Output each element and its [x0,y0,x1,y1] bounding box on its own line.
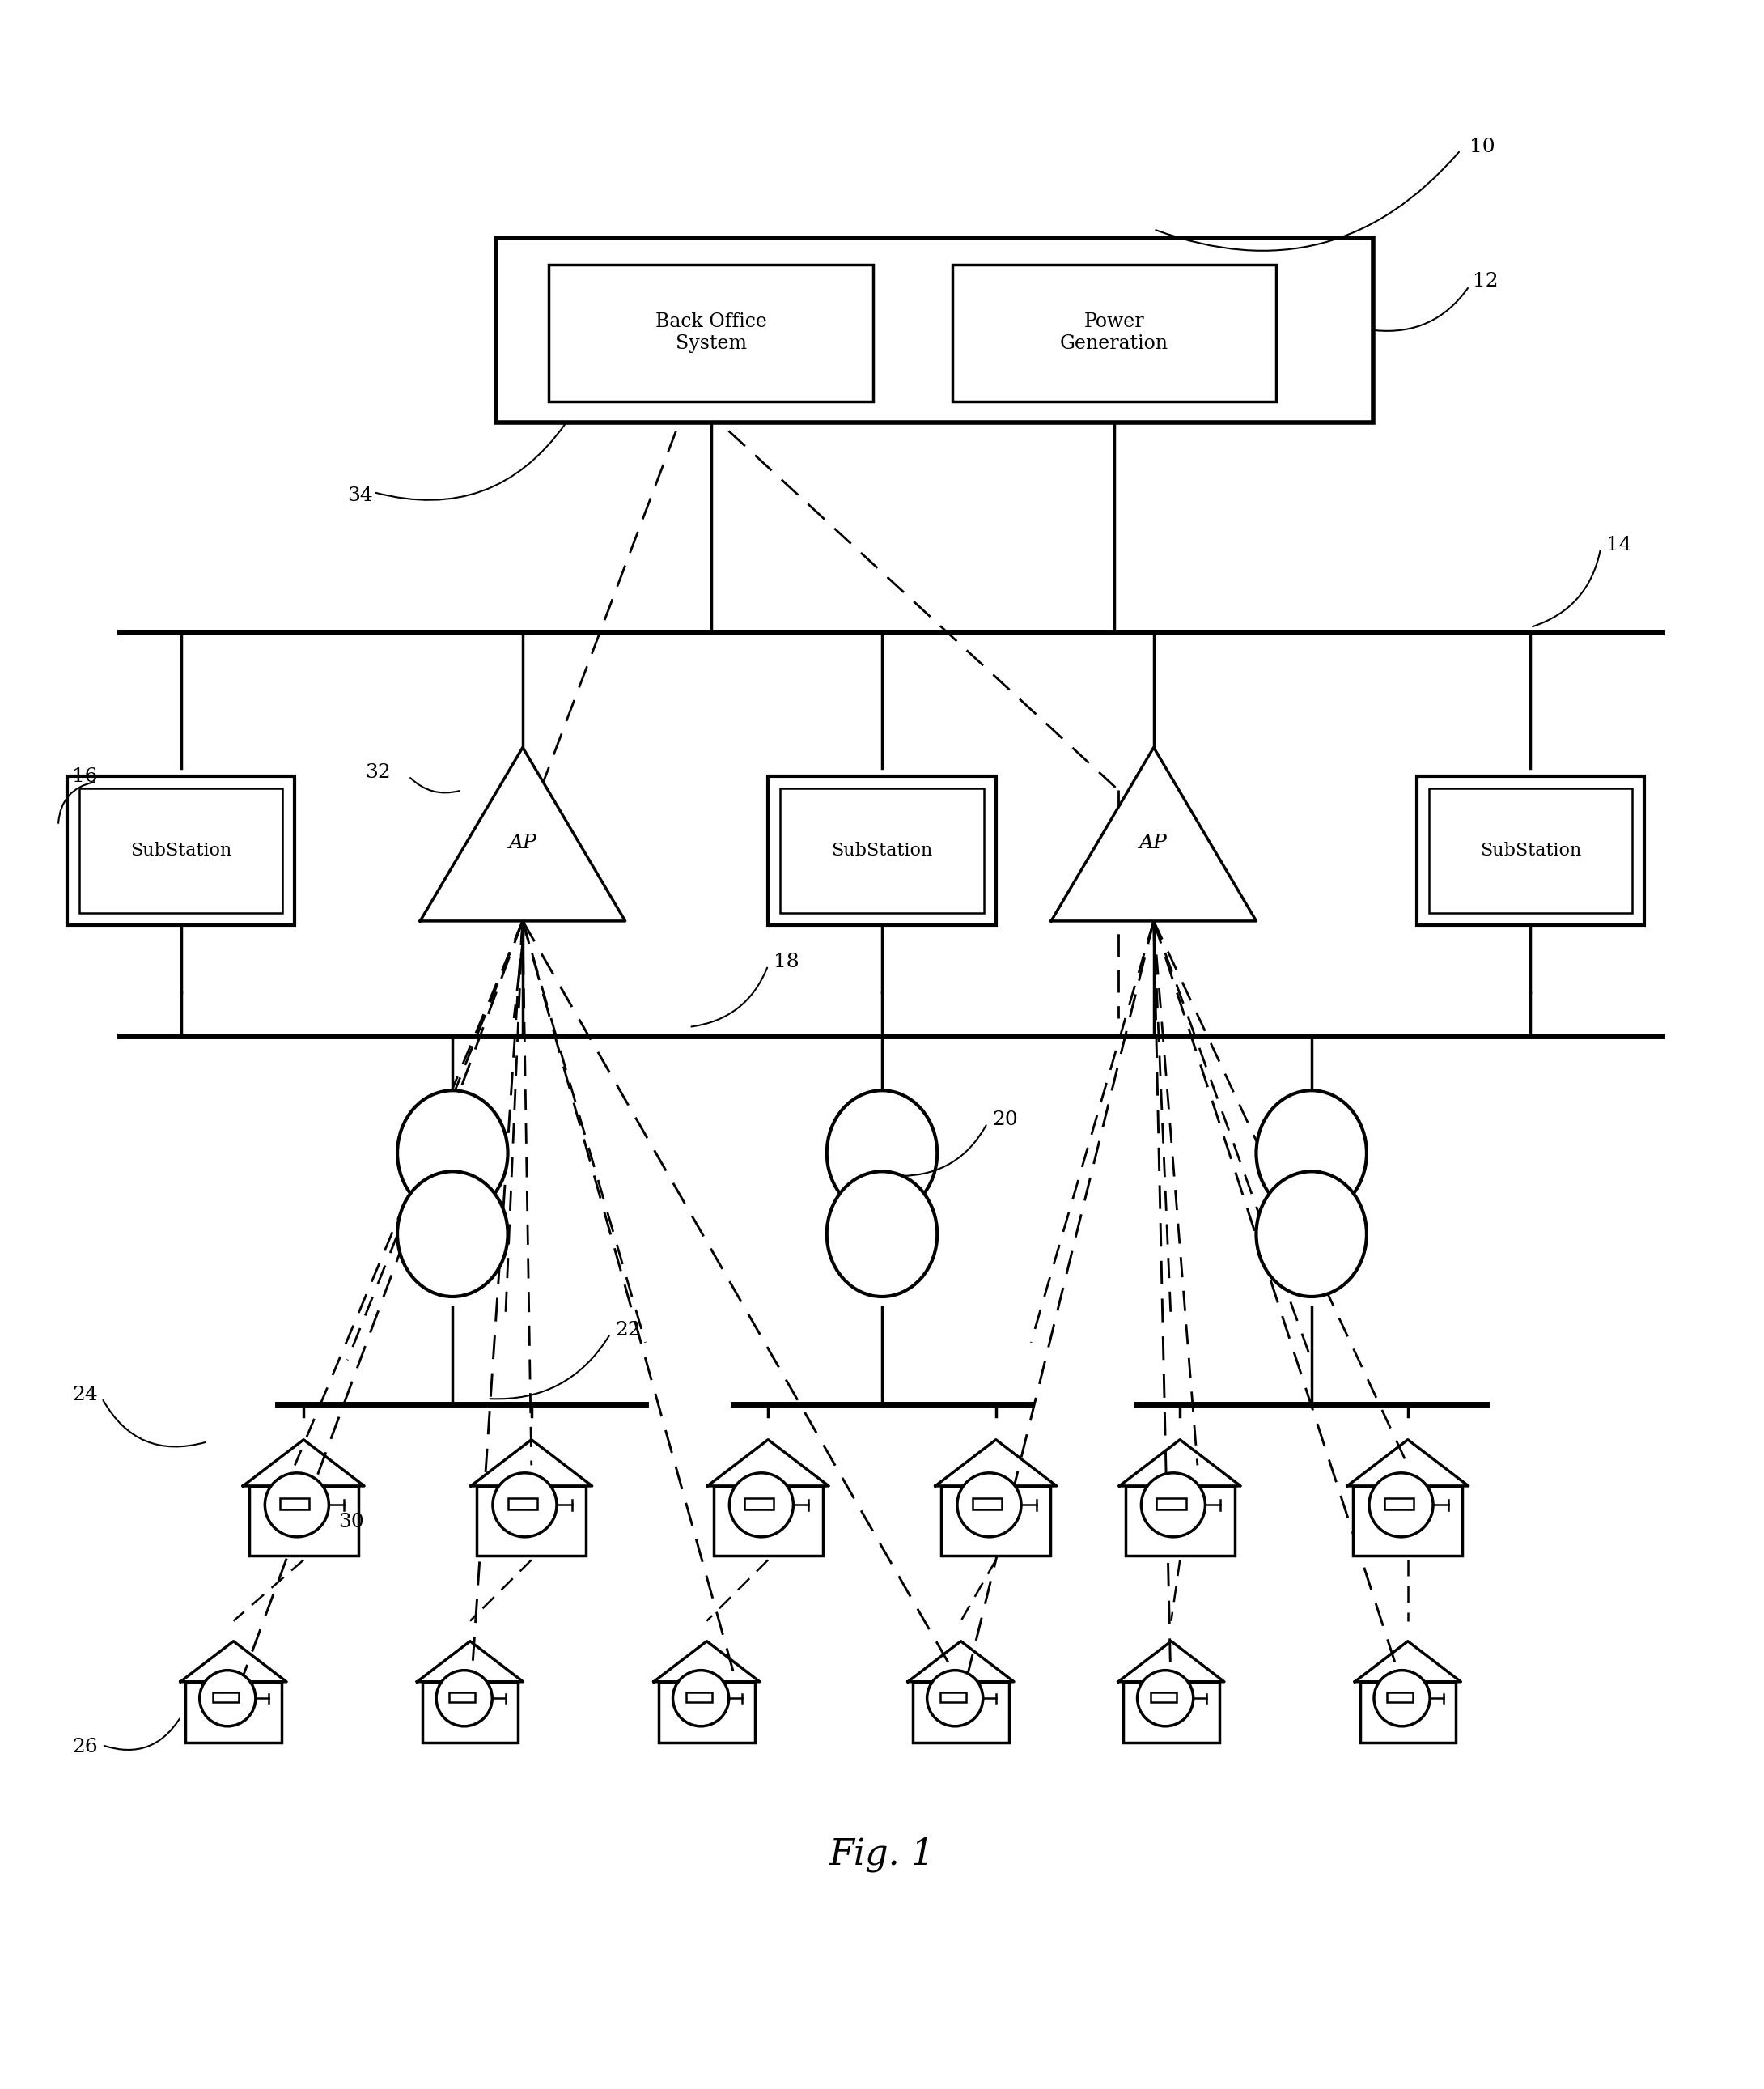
Circle shape [492,1473,557,1538]
Text: SubStation: SubStation [831,842,933,859]
Circle shape [1374,1671,1431,1726]
Bar [972,1498,1002,1508]
Text: 18: 18 [773,953,799,971]
Text: 26: 26 [72,1738,99,1757]
Bar [1385,1498,1413,1508]
Ellipse shape [397,1090,508,1216]
Bar [422,1682,519,1742]
Bar [780,788,984,913]
Circle shape [1138,1671,1192,1726]
Text: AP: AP [1140,834,1168,852]
Text: 30: 30 [339,1512,365,1531]
Bar [942,1485,1051,1556]
Bar [914,1682,1009,1742]
Bar [744,1498,774,1508]
Text: 20: 20 [993,1111,1018,1130]
Ellipse shape [397,1172,508,1297]
Bar [549,265,873,401]
Bar [1124,1682,1219,1742]
Text: Fig. 1: Fig. 1 [829,1836,935,1872]
Bar [1429,788,1632,913]
Circle shape [672,1671,729,1726]
Bar [1150,1692,1177,1703]
Text: 22: 22 [616,1320,642,1339]
Bar [953,265,1277,401]
Text: Back Office
System: Back Office System [654,313,767,353]
Text: 24: 24 [72,1385,99,1404]
Bar [767,775,997,925]
Circle shape [729,1473,794,1538]
Bar [280,1498,309,1508]
Text: SubStation: SubStation [131,842,231,859]
Circle shape [265,1473,328,1538]
Bar [476,1485,586,1556]
Text: 34: 34 [348,487,374,506]
Ellipse shape [827,1172,937,1297]
Circle shape [199,1671,256,1726]
Text: 16: 16 [72,767,97,785]
Text: Power
Generation: Power Generation [1060,313,1168,353]
Ellipse shape [827,1090,937,1216]
Bar [1157,1498,1185,1508]
Text: 14: 14 [1605,535,1632,554]
Circle shape [958,1473,1021,1538]
Bar [940,1692,967,1703]
Bar [496,238,1372,422]
Bar [213,1692,238,1703]
Bar [1387,1692,1413,1703]
Ellipse shape [1256,1172,1367,1297]
Polygon shape [420,748,624,921]
Bar [450,1692,475,1703]
Ellipse shape [1256,1090,1367,1216]
Bar [249,1485,358,1556]
Bar [686,1692,713,1703]
Text: 10: 10 [1469,138,1494,157]
Bar [1416,775,1644,925]
Text: 32: 32 [365,762,390,781]
Bar [1360,1682,1455,1742]
Polygon shape [1051,748,1256,921]
Circle shape [436,1671,492,1726]
Circle shape [1369,1473,1432,1538]
Circle shape [1141,1473,1205,1538]
Bar [1353,1485,1462,1556]
Text: SubStation: SubStation [1480,842,1581,859]
Bar [185,1682,280,1742]
Bar [508,1498,538,1508]
Bar [1125,1485,1235,1556]
Text: AP: AP [508,834,536,852]
Bar [660,1682,755,1742]
Bar [713,1485,822,1556]
Text: 12: 12 [1473,272,1498,290]
Bar [67,775,295,925]
Circle shape [928,1671,983,1726]
Bar [79,788,282,913]
